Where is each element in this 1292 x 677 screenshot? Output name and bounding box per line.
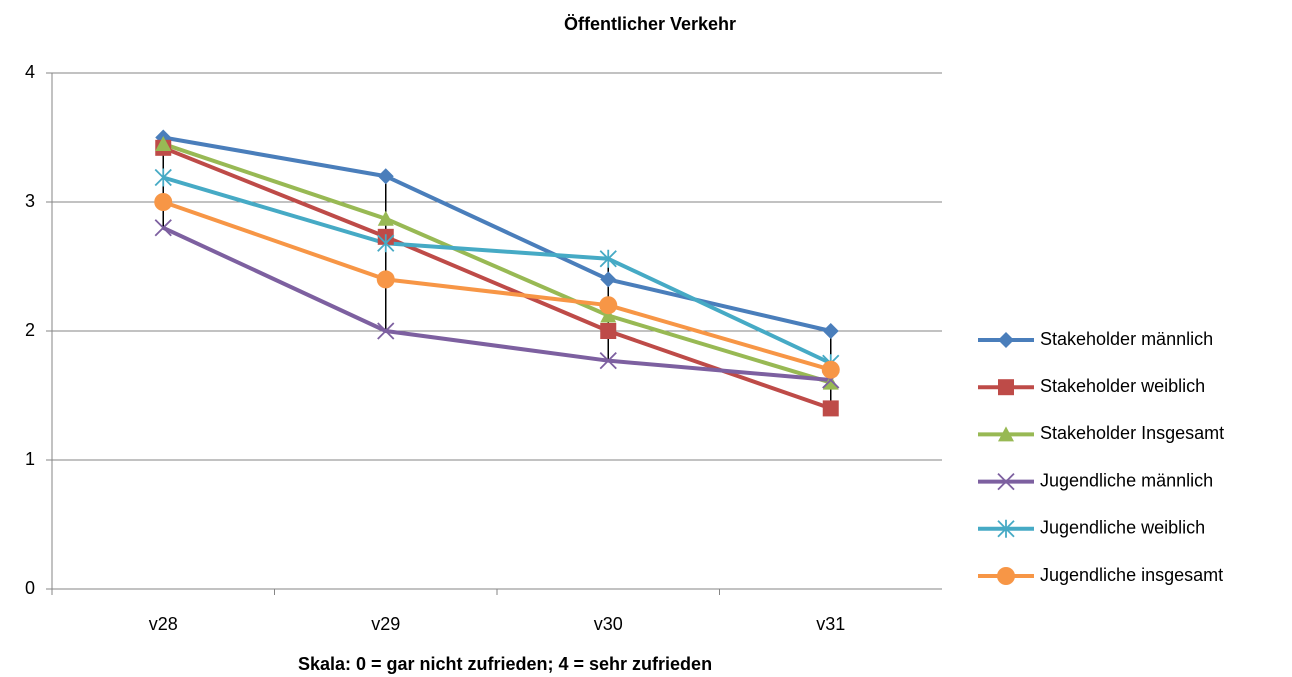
y-tick-label: 1 bbox=[25, 449, 35, 469]
data-point bbox=[154, 168, 172, 187]
x-tick-label: v30 bbox=[594, 614, 623, 634]
data-point bbox=[599, 249, 617, 268]
legend-label: Jugendliche insgesamt bbox=[1040, 565, 1223, 585]
series-line bbox=[162, 135, 832, 333]
series-line bbox=[162, 225, 831, 383]
data-point bbox=[600, 271, 617, 288]
legend-marker bbox=[997, 472, 1015, 491]
data-point bbox=[600, 323, 617, 339]
data-point bbox=[599, 296, 618, 315]
data-point bbox=[377, 322, 395, 340]
x-tick-label: v29 bbox=[371, 614, 400, 634]
y-tick-label: 4 bbox=[25, 62, 35, 82]
data-point bbox=[154, 219, 172, 237]
legend-label: Stakeholder Insgesamt bbox=[1040, 423, 1224, 443]
legend-label: Jugendliche männlich bbox=[1040, 470, 1213, 490]
data-point bbox=[822, 323, 839, 339]
legend-marker bbox=[998, 379, 1014, 396]
legend-marker bbox=[998, 332, 1014, 348]
legend-label: Jugendliche weiblich bbox=[1040, 518, 1205, 538]
series-line bbox=[162, 175, 832, 366]
data-point bbox=[377, 168, 394, 185]
data-point bbox=[376, 270, 395, 289]
chart-title: Öffentlicher Verkehr bbox=[564, 14, 736, 34]
legend-label: Stakeholder männlich bbox=[1040, 329, 1213, 349]
data-point bbox=[822, 374, 839, 390]
data-point bbox=[822, 400, 839, 417]
legend-label: Stakeholder weiblich bbox=[1040, 376, 1205, 396]
series-line bbox=[162, 142, 832, 385]
y-tick-label: 2 bbox=[25, 320, 35, 340]
data-point bbox=[377, 234, 395, 253]
x-tick-label: v31 bbox=[816, 614, 845, 634]
legend-marker bbox=[997, 567, 1015, 585]
series-line bbox=[162, 200, 832, 372]
data-point bbox=[155, 135, 172, 151]
legend-marker bbox=[997, 519, 1015, 538]
data-point bbox=[377, 210, 394, 226]
legend-marker bbox=[998, 426, 1014, 442]
data-point bbox=[821, 360, 840, 379]
data-point bbox=[599, 352, 617, 370]
data-point bbox=[154, 193, 173, 211]
data-point bbox=[600, 307, 617, 323]
x-axis-title: Skala: 0 = gar nicht zufrieden; 4 = sehr… bbox=[298, 654, 712, 674]
y-tick-label: 3 bbox=[25, 191, 35, 211]
x-tick-label: v28 bbox=[149, 614, 178, 634]
y-tick-label: 0 bbox=[25, 578, 35, 598]
